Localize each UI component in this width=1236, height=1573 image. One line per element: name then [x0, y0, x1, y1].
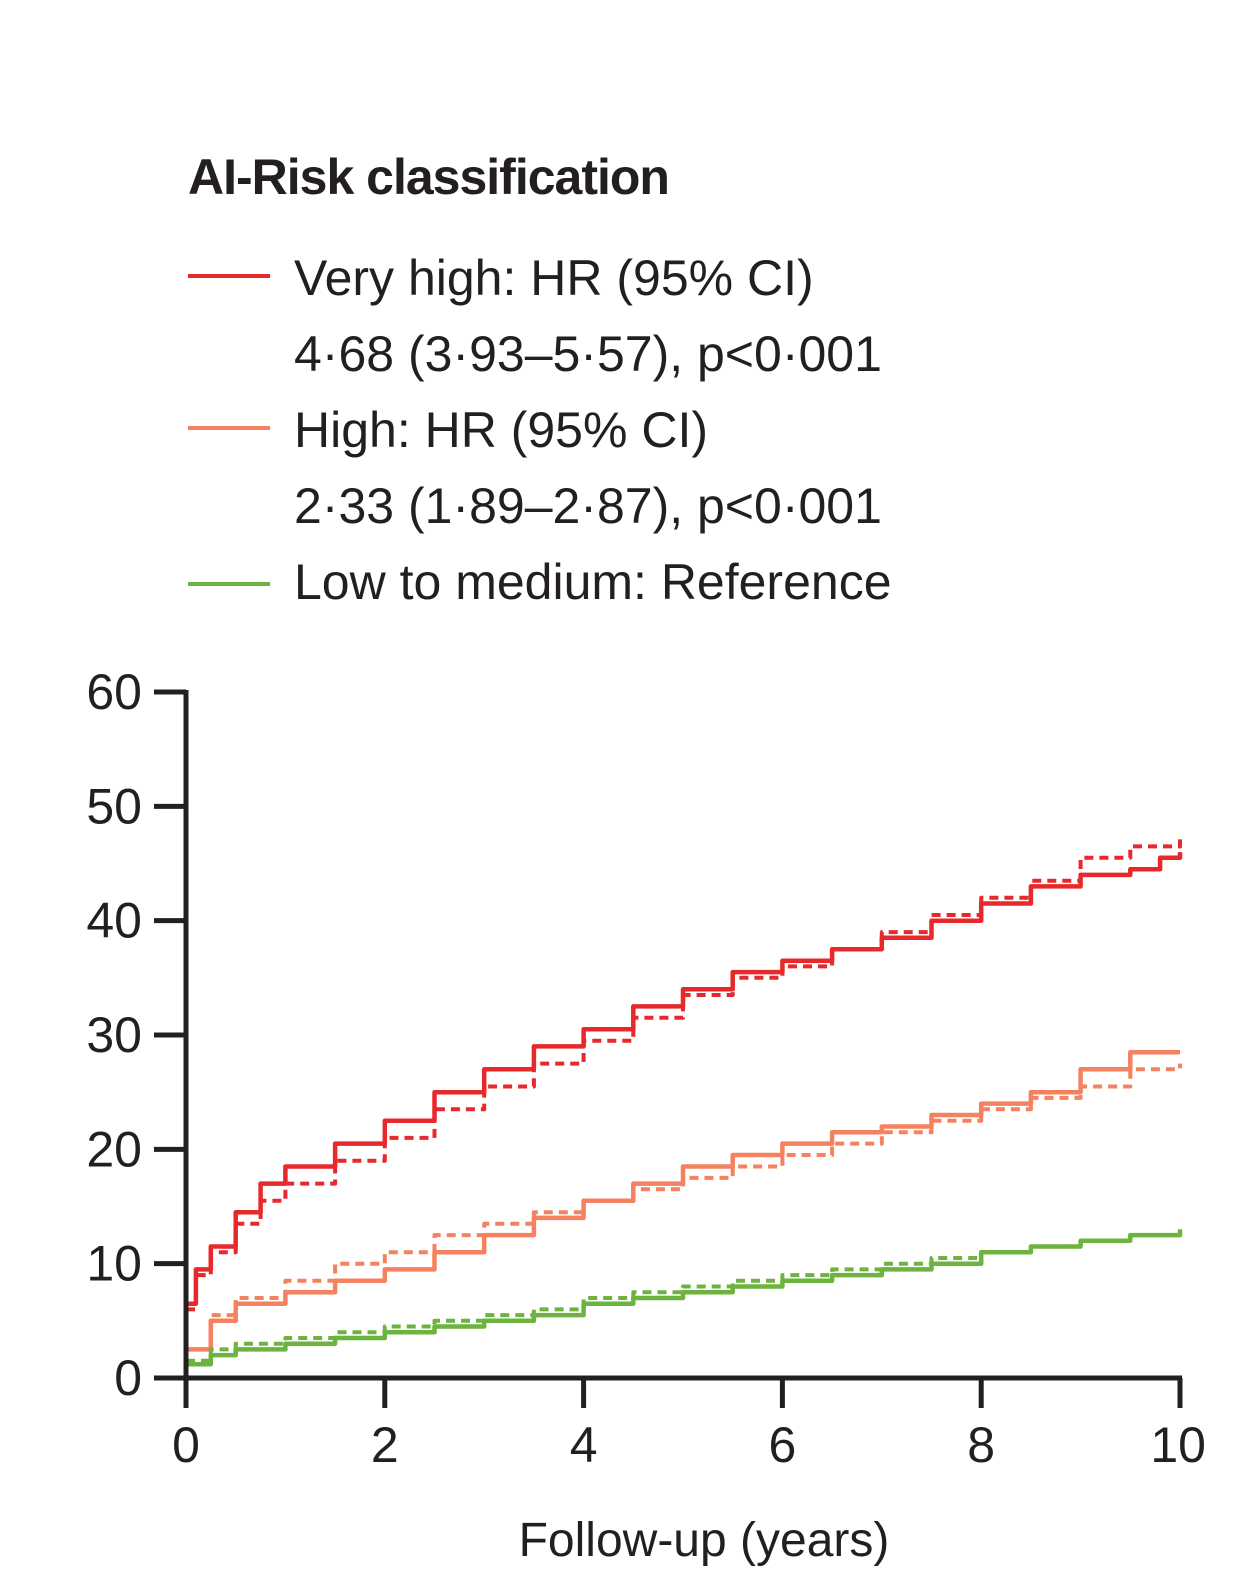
- plot-lines: [186, 834, 1183, 1367]
- x-axis-title: Follow-up (years): [519, 1514, 890, 1567]
- legend-swatch-high: [188, 426, 270, 430]
- legend-label-high-line1: High: HR (95% CI): [294, 402, 708, 458]
- legend-label-high-line2: 2·33 (1·89–2·87), p<0·001: [294, 478, 882, 534]
- y-tick-label-0: 0: [114, 1350, 142, 1406]
- series-line-low-to-medium: [186, 1229, 1183, 1367]
- y-tick-label-40: 40: [86, 893, 142, 949]
- legend-label-very-high-line2: 4·68 (3·93–5·57), p<0·001: [294, 326, 882, 382]
- x-tick-label-10: 10: [1150, 1417, 1206, 1473]
- legend-label-very-high-line1: Very high: HR (95% CI): [294, 250, 814, 306]
- y-tick-label-60: 60: [86, 664, 142, 720]
- x-tick-label-0: 0: [172, 1417, 200, 1473]
- legend-label-low-to-medium: Low to medium: Reference: [294, 554, 892, 610]
- series-line-high: [186, 1049, 1180, 1352]
- series-line-very-high-dashed: [186, 834, 1182, 1312]
- y-tick-label-50: 50: [86, 778, 142, 834]
- x-tick-label-4: 4: [570, 1417, 598, 1473]
- y-tick-label-10: 10: [86, 1236, 142, 1292]
- x-tick-label-2: 2: [371, 1417, 399, 1473]
- series-line-high-dashed: [186, 1063, 1182, 1352]
- x-tick-label-8: 8: [967, 1417, 995, 1473]
- series-line-low-to-medium-dashed: [186, 1229, 1182, 1363]
- axes: 0 10 20 30 40 50 60 0 2 4 6 8 10: [86, 664, 1206, 1473]
- y-tick-label-30: 30: [86, 1007, 142, 1063]
- y-tick-label-20: 20: [86, 1121, 142, 1177]
- legend-swatch-low-to-medium: [188, 582, 270, 586]
- legend-title: AI-Risk classification: [188, 149, 670, 205]
- legend-swatch-very-high: [188, 274, 270, 278]
- series-line-very-high: [186, 852, 1183, 1306]
- x-tick-label-6: 6: [768, 1417, 796, 1473]
